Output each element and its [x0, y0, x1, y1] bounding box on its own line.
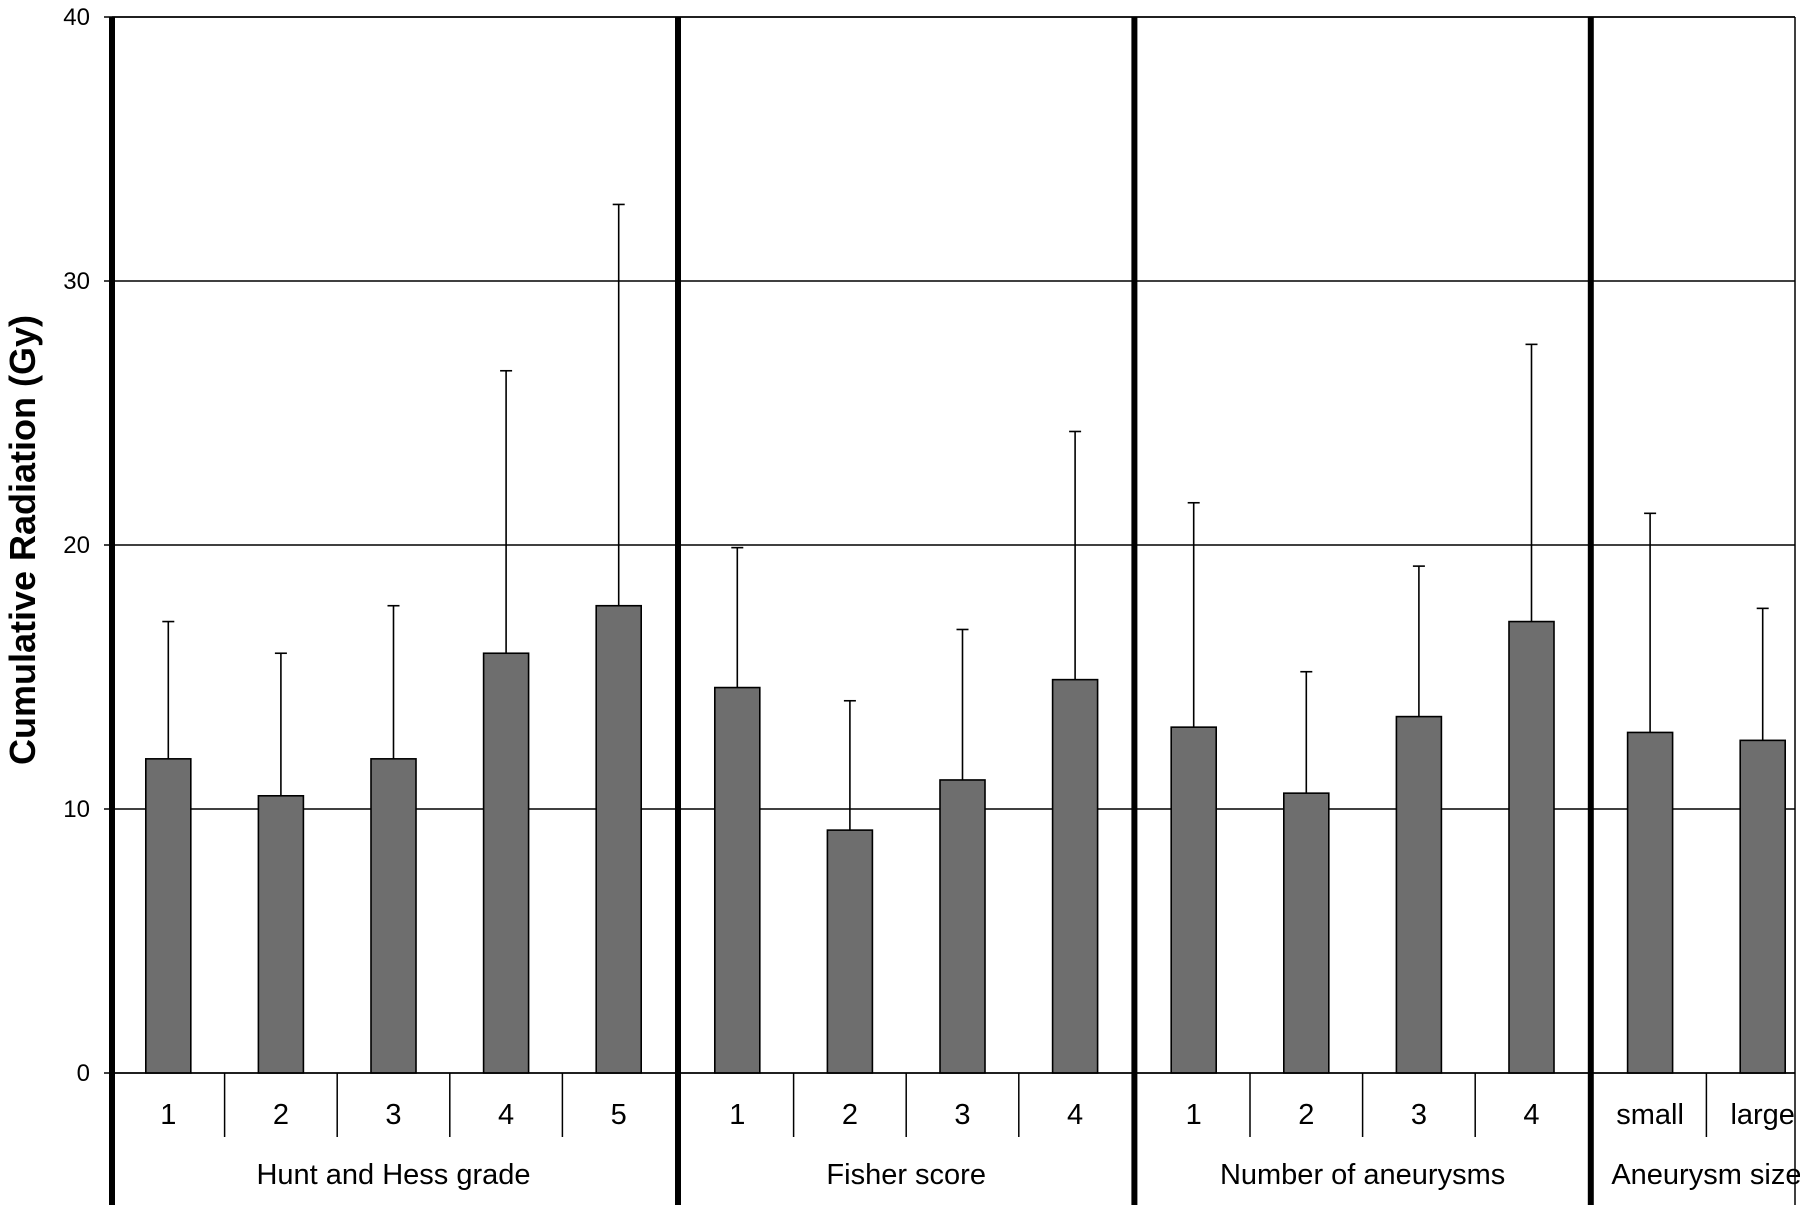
group-label: Fisher score: [826, 1159, 986, 1191]
group-labels: Hunt and Hess grade Fisher score Number of…: [256, 1159, 1800, 1191]
bar: [1283, 792, 1330, 1074]
y-tick-label: 20: [63, 532, 90, 559]
category-label: 2: [1298, 1099, 1314, 1131]
bar: [145, 758, 192, 1074]
category-label: 3: [385, 1099, 401, 1131]
bar: [482, 652, 530, 1074]
bar: [826, 829, 874, 1074]
bar: [1626, 731, 1674, 1074]
bar: [257, 794, 305, 1074]
category-label: 1: [729, 1099, 745, 1131]
group-label: Aneurysm size: [1611, 1159, 1800, 1191]
bar: [1739, 739, 1786, 1074]
bar: [1508, 620, 1555, 1074]
category-label: 4: [498, 1099, 514, 1131]
bars: [145, 604, 1786, 1074]
group-label: Hunt and Hess grade: [256, 1159, 530, 1191]
chart-frame: [109, 16, 1796, 1205]
category-label: 3: [1411, 1099, 1427, 1131]
y-axis-ticks: 0 10 20 30 40: [63, 4, 112, 1087]
category-label: 2: [273, 1099, 289, 1131]
category-label: 2: [842, 1099, 858, 1131]
category-label: small: [1616, 1099, 1684, 1131]
group-label: Number of aneurysms: [1220, 1159, 1505, 1191]
category-label: 1: [160, 1099, 176, 1131]
category-label: 1: [1186, 1099, 1202, 1131]
y-tick-label: 0: [77, 1060, 90, 1087]
category-label: 5: [611, 1099, 627, 1131]
category-label: large: [1730, 1099, 1795, 1131]
bar: [370, 758, 417, 1074]
category-labels: 1 2 3 4 5 1 2 3 4 1 2 3 4 small large: [160, 1099, 1795, 1131]
bar: [713, 686, 761, 1074]
bar: [939, 779, 986, 1074]
y-tick-label: 10: [63, 796, 90, 823]
error-bars: [162, 203, 1769, 831]
category-label: 4: [1067, 1099, 1083, 1131]
y-tick-label: 30: [63, 268, 90, 295]
bar: [1395, 715, 1443, 1074]
category-label: 4: [1523, 1099, 1539, 1131]
bar: [595, 604, 643, 1074]
bar: [1051, 678, 1099, 1074]
category-label: 3: [954, 1099, 970, 1131]
y-axis-label: Cumulative Radiation (Gy): [2, 315, 43, 765]
bar: [1170, 726, 1217, 1074]
y-tick-label: 40: [63, 4, 90, 31]
